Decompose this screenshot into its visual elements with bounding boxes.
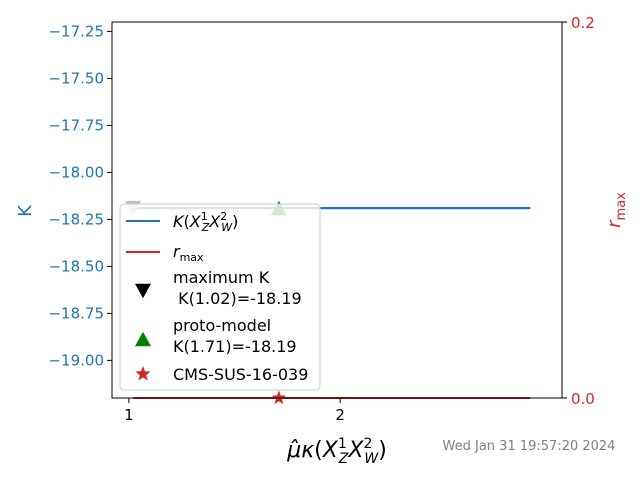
legend-star-swatch	[135, 366, 151, 381]
legend-label: proto-model	[173, 316, 271, 335]
legend-triangle-up-swatch	[135, 331, 151, 347]
timestamp: Wed Jan 31 19:57:20 2024	[443, 439, 616, 454]
y2-axis-label: rmax	[604, 192, 629, 228]
legend-label: K(1.02)=-18.19	[173, 289, 302, 308]
legend-label: K(X1 ZX2 W)	[173, 210, 238, 234]
y-tick-label: −18.25	[48, 210, 104, 228]
cms-marker	[271, 390, 286, 405]
legend-triangle-down-swatch	[135, 283, 151, 299]
y-tick-label: −17.50	[48, 69, 104, 87]
legend-box	[119, 203, 321, 391]
x-tick-label: 1	[124, 406, 134, 424]
y-tick-label: −19.00	[48, 351, 104, 369]
y-tick-label: −17.25	[48, 22, 104, 40]
legend-label: maximum K	[173, 268, 270, 287]
plot-frame	[111, 21, 563, 399]
legend-label: K(1.71)=-18.19	[173, 337, 297, 356]
y2-tick-label: 0.0	[571, 390, 595, 408]
x-tick-label: 2	[335, 406, 345, 424]
y-axis-label: K	[15, 204, 36, 217]
y-tick-label: −17.75	[48, 116, 104, 134]
legend-label: CMS-SUS-16-039	[173, 365, 308, 384]
legend-label: rmax	[173, 242, 204, 264]
y-tick-label: −18.00	[48, 163, 104, 181]
y-tick-label: −18.50	[48, 257, 104, 275]
y2-tick-label: 0.2	[571, 14, 595, 32]
x-axis-label: μ̂κ(X1 ZX2 W)	[286, 436, 387, 467]
y-tick-label: −18.75	[48, 304, 104, 322]
